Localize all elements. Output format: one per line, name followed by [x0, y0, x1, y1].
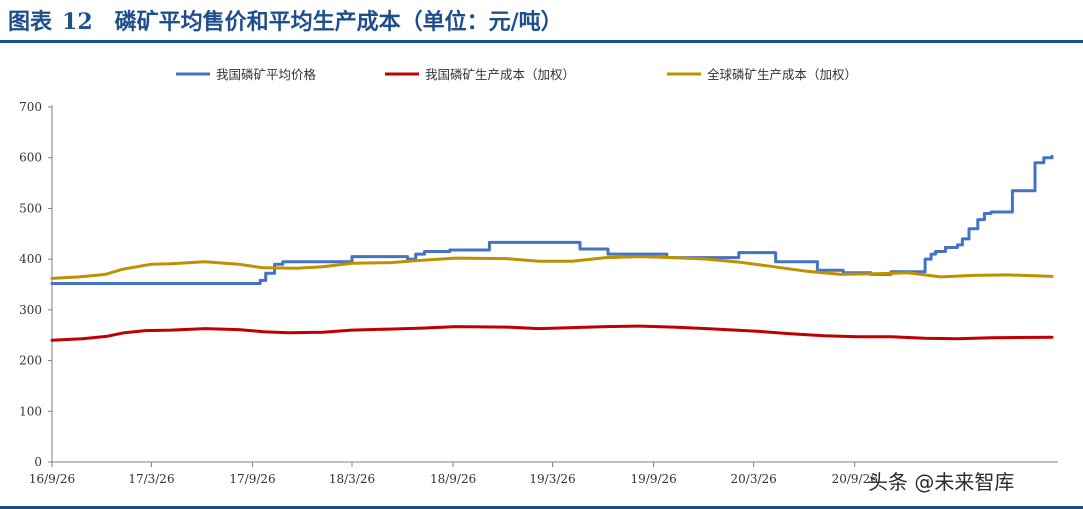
x-tick-label: 19/3/26	[529, 472, 575, 486]
legend-label: 我国磷矿平均价格	[216, 67, 317, 82]
x-tick-label: 20/9/26	[832, 472, 878, 486]
figure-number: 12	[62, 9, 93, 35]
legend-label: 我国磷矿生产成本（加权）	[425, 67, 575, 82]
bottom-rule	[0, 506, 1083, 509]
y-tick-label: 200	[19, 354, 42, 368]
legend-label: 全球磷矿生产成本（加权）	[707, 67, 857, 82]
x-tick-label: 16/9/26	[29, 472, 75, 486]
x-tick-label: 20/3/26	[731, 472, 777, 486]
x-tick-label: 19/9/26	[631, 472, 677, 486]
figure-title: 图表 12 磷矿平均售价和平均生产成本（单位：元/吨）	[8, 4, 563, 36]
series-line-2	[50, 324, 1054, 342]
series-line-1	[50, 154, 1054, 285]
x-tick-label: 18/9/26	[430, 472, 476, 486]
y-tick-label: 300	[19, 303, 42, 317]
y-tick-label: 400	[19, 252, 42, 266]
y-tick-label: 700	[19, 100, 42, 114]
x-tick-label: 17/3/26	[128, 472, 174, 486]
y-tick-label: 100	[19, 404, 42, 418]
line-chart: 0 100 200 300 400 500 600 700 16/9/26 17/3/26 17/9…	[19, 67, 1058, 486]
figure-title-text: 磷矿平均售价和平均生产成本（单位：元/吨）	[114, 9, 563, 35]
title-rule	[0, 40, 1083, 43]
y-tick-label: 0	[34, 455, 42, 469]
x-tick-label: 18/3/26	[329, 472, 375, 486]
y-tick-label: 500	[19, 201, 42, 215]
series-line-3	[50, 255, 1054, 280]
watermark: 头条 @未来智库	[868, 470, 1015, 494]
x-tick-label: 17/9/26	[229, 472, 275, 486]
y-tick-label: 600	[19, 151, 42, 165]
figure-label: 图表	[8, 9, 53, 35]
